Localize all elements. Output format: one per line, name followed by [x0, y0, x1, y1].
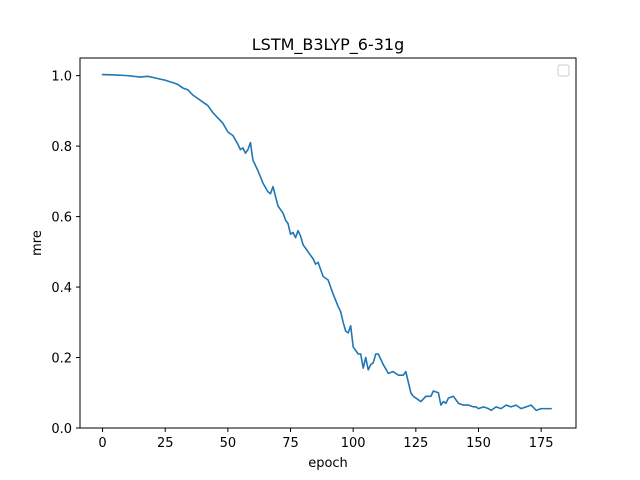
y-tick-label: 0.4 — [51, 281, 72, 296]
axis-ticks: 0 25 50 75 100 125 150 175 0.0 0.2 0.4 0.6 0.8 1.0 — [51, 70, 553, 451]
x-tick-label: 0 — [98, 436, 106, 451]
x-tick-label: 125 — [403, 436, 428, 451]
y-tick-label: 0.2 — [51, 352, 72, 367]
series-layer — [101, 73, 552, 412]
x-tick-label: 175 — [529, 436, 554, 451]
x-tick-label: 25 — [157, 436, 174, 451]
chart-title: LSTM_B3LYP_6-31g — [252, 35, 404, 55]
x-tick-label: 150 — [466, 436, 491, 451]
y-tick-label: 0.0 — [51, 422, 72, 437]
x-axis-label: epoch — [308, 456, 348, 471]
y-tick-label: 0.6 — [51, 211, 72, 226]
plot-frame — [79, 57, 577, 429]
x-tick-label: 75 — [282, 436, 299, 451]
y-tick-label: 0.8 — [51, 140, 72, 155]
x-tick-label: 50 — [220, 436, 237, 451]
x-tick-label: 100 — [341, 436, 366, 451]
y-axis-label: mre — [30, 230, 45, 256]
series-line-0 — [101, 73, 552, 412]
legend-box — [557, 64, 570, 77]
plot-area — [80, 58, 576, 428]
y-tick-label: 1.0 — [51, 70, 72, 85]
